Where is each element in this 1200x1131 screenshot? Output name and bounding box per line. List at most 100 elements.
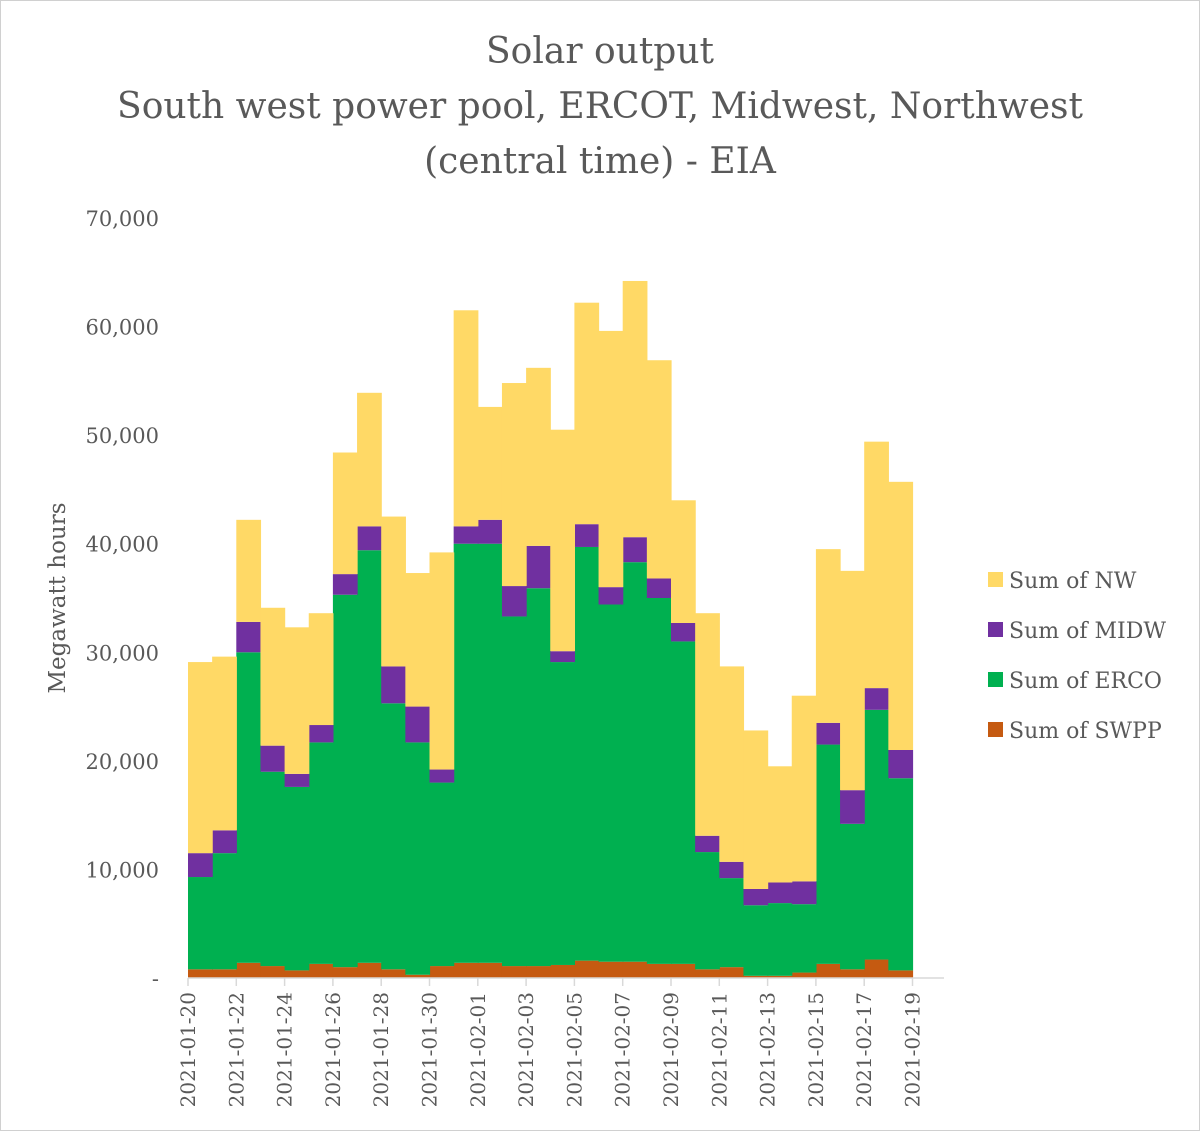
bar-segment-swpp [598, 961, 624, 978]
bar-segment-midw [719, 861, 745, 879]
bar-segment-nw [332, 452, 358, 575]
bar-segment-midw [308, 725, 334, 743]
bar-segment-erco [743, 905, 769, 976]
bar-segment-erco [719, 878, 745, 968]
bar-segment-nw [574, 302, 600, 525]
bar-segment-swpp [888, 970, 914, 978]
bar-segment-midw [188, 853, 213, 878]
bar-segment-swpp [212, 969, 237, 978]
bar-segment-erco [815, 744, 841, 964]
bar-segment-nw [743, 730, 769, 889]
y-axis-label: Megawatt hours [45, 502, 71, 693]
x-tick-label: 2021-02-11 [707, 992, 731, 1107]
bar-segment-midw [671, 622, 696, 642]
legend-label: Sum of SWPP [1009, 719, 1162, 744]
y-tick-label: 30,000 [86, 641, 159, 665]
bar-segment-erco [598, 604, 624, 962]
bar-segment-swpp [864, 959, 889, 978]
y-tick-label: 60,000 [86, 316, 159, 340]
bar-segment-swpp [840, 969, 865, 978]
x-tick-label: 2021-01-28 [369, 992, 393, 1107]
bar-segment-midw [332, 574, 358, 595]
bar-segment-swpp [622, 961, 648, 978]
bar-segment-midw [574, 524, 600, 547]
bar-segment-nw [695, 613, 720, 836]
bar-segment-erco [864, 709, 889, 960]
bar-segment-swpp [357, 962, 382, 978]
y-tick-label: 10,000 [86, 858, 159, 882]
bar-segment-swpp [767, 975, 793, 978]
x-tick-label: 2021-02-19 [901, 992, 925, 1107]
bar-segment-erco [840, 823, 865, 970]
bar-segment-nw [477, 406, 503, 520]
bar-segment-midw [646, 578, 672, 598]
bar-segment-erco [212, 853, 237, 970]
bar-segment-midw [405, 706, 431, 743]
bar-segment-erco [526, 588, 551, 967]
bar-segment-midw [236, 621, 262, 653]
bar-segment-nw [188, 662, 213, 854]
bar-segment-nw [791, 695, 817, 882]
bar-segment-erco [791, 904, 817, 973]
legend-label: Sum of MIDW [1009, 619, 1166, 644]
bar-segment-midw [767, 882, 793, 904]
y-tick-label: 50,000 [86, 424, 159, 448]
bar-segment-nw [888, 481, 914, 750]
bar-segment-midw [501, 586, 527, 617]
x-tick-label: 2021-01-30 [418, 992, 442, 1107]
y-tick-label: 20,000 [86, 750, 159, 774]
bar-segment-midw [840, 790, 865, 824]
bar-segment-swpp [671, 963, 696, 978]
bar-segment-erco [550, 662, 575, 965]
chart-subtitle: South west power pool, ERCOT, Midwest, N… [117, 86, 1083, 127]
bar-segment-swpp [381, 969, 406, 978]
bar-segment-erco [405, 742, 431, 975]
bar-segment-erco [453, 543, 479, 963]
legend-swatch [988, 672, 1003, 687]
bar-segment-nw [622, 280, 648, 538]
bar-segment-midw [381, 666, 406, 704]
bar-segment-swpp [308, 963, 334, 978]
bar-segment-midw [743, 888, 769, 906]
bar-segment-nw [236, 519, 262, 622]
bar-segment-erco [284, 786, 310, 971]
bar-segment-nw [453, 310, 479, 527]
bar-segment-erco [429, 782, 455, 967]
x-tick-label: 2021-01-20 [176, 992, 200, 1107]
bar-segment-erco [477, 543, 503, 963]
bar-segment-nw [815, 549, 841, 723]
bar-segment-erco [357, 550, 382, 963]
bar-segment-swpp [550, 964, 575, 978]
bar-segment-nw [671, 500, 696, 623]
x-tick-label: 2021-01-22 [224, 992, 248, 1107]
bar-segment-midw [550, 651, 575, 663]
bar-segment-midw [815, 722, 841, 745]
bar-segment-swpp [188, 969, 213, 978]
x-tick-label: 2021-02-03 [514, 992, 538, 1107]
bar-segment-nw [550, 429, 575, 652]
bar-segment-midw [284, 773, 310, 787]
x-tick-label: 2021-01-26 [321, 992, 345, 1107]
bar-segment-nw [719, 666, 745, 862]
bar-segment-erco [332, 594, 358, 968]
x-tick-label: 2021-01-24 [273, 992, 297, 1107]
bar-segment-swpp [743, 975, 769, 978]
bar-segment-midw [526, 545, 551, 589]
bar-segment-midw [791, 881, 817, 905]
legend-swatch [988, 572, 1003, 587]
bar-segment-erco [381, 703, 406, 970]
bar-segment-swpp [332, 967, 358, 978]
bar-segment-swpp [501, 966, 527, 978]
bar-segment-erco [308, 742, 334, 964]
bar-segment-erco [646, 598, 672, 964]
bar-segment-erco [188, 877, 213, 970]
legend-swatch [988, 622, 1003, 637]
x-tick-label: 2021-02-13 [756, 992, 780, 1107]
bar-segment-swpp [405, 974, 431, 978]
x-tick-label: 2021-02-05 [562, 992, 586, 1107]
bar-segment-midw [357, 526, 382, 551]
x-tick-label: 2021-02-09 [659, 992, 683, 1107]
bar-segment-nw [840, 570, 865, 791]
